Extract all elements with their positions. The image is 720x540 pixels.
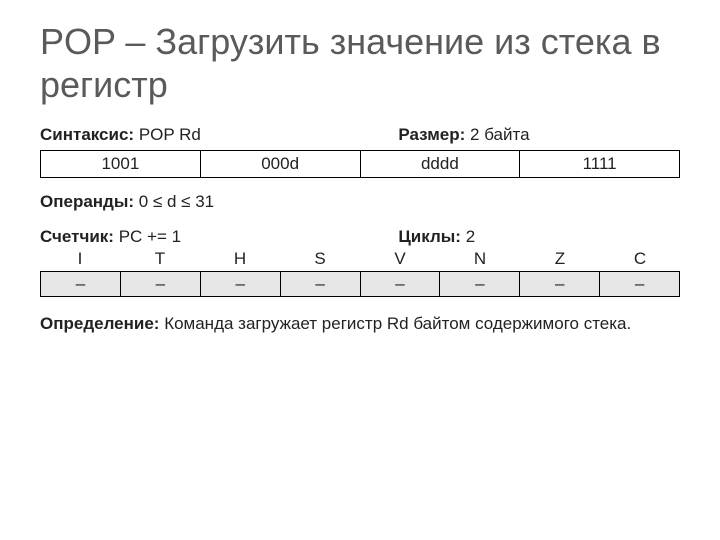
flag-cell: – <box>600 271 680 296</box>
operands-value: 0 ≤ d ≤ 31 <box>139 192 214 211</box>
opcode-cell: 1111 <box>520 150 680 177</box>
size-label: Размер: <box>398 125 465 144</box>
cycles-block: Циклы: 2 <box>398 226 680 247</box>
flag-header: T <box>120 247 200 271</box>
syntax-block: Синтаксис: POP Rd <box>40 124 398 145</box>
size-value: 2 байта <box>470 125 530 144</box>
opcode-table: 1001 000d dddd 1111 <box>40 150 680 178</box>
definition-label: Определение: <box>40 314 159 333</box>
syntax-label: Синтаксис: <box>40 125 134 144</box>
opcode-cell: 000d <box>200 150 360 177</box>
flag-cell: – <box>280 271 360 296</box>
flag-cell: – <box>360 271 440 296</box>
counter-cycles-row: Счетчик: PC += 1 Циклы: 2 <box>40 226 680 247</box>
flag-cell: – <box>440 271 520 296</box>
counter-label: Счетчик: <box>40 227 114 246</box>
operands-label: Операнды: <box>40 192 134 211</box>
definition-block: Определение: Команда загружает регистр R… <box>40 313 680 336</box>
opcode-cell: 1001 <box>41 150 201 177</box>
page-title: POP – Загрузить значение из стека в реги… <box>40 20 680 106</box>
flag-header: S <box>280 247 360 271</box>
flag-header: I <box>40 247 120 271</box>
flags-header-row: I T H S V N Z C <box>40 247 680 271</box>
cycles-label: Циклы: <box>398 227 461 246</box>
flag-cell: – <box>200 271 280 296</box>
flag-cell: – <box>520 271 600 296</box>
flag-cell: – <box>41 271 121 296</box>
size-block: Размер: 2 байта <box>398 124 680 145</box>
flag-cell: – <box>120 271 200 296</box>
definition-value: Команда загружает регистр Rd байтом соде… <box>164 314 631 333</box>
syntax-size-row: Синтаксис: POP Rd Размер: 2 байта <box>40 124 680 145</box>
operands-block: Операнды: 0 ≤ d ≤ 31 <box>40 192 680 212</box>
counter-block: Счетчик: PC += 1 <box>40 226 398 247</box>
flag-header: Z <box>520 247 600 271</box>
flag-header: H <box>200 247 280 271</box>
flag-header: C <box>600 247 680 271</box>
flag-header: V <box>360 247 440 271</box>
counter-value: PC += 1 <box>119 227 181 246</box>
cycles-value: 2 <box>466 227 475 246</box>
opcode-cell: dddd <box>360 150 520 177</box>
flags-table: – – – – – – – – <box>40 271 680 297</box>
flag-header: N <box>440 247 520 271</box>
syntax-value: POP Rd <box>139 125 201 144</box>
